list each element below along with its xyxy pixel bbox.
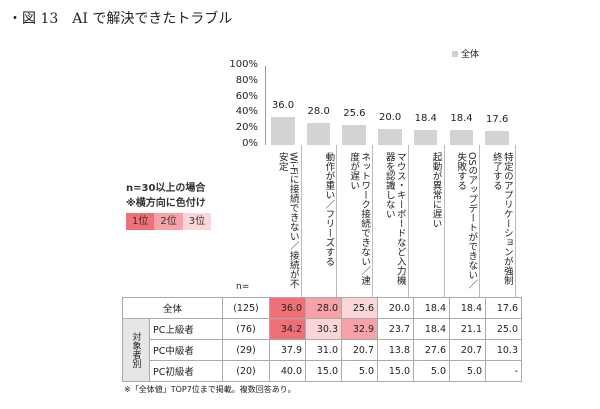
column-divider (443, 145, 445, 297)
table-cell: 20.7 (449, 339, 486, 361)
rank-3-swatch: 3位 (182, 213, 212, 230)
legend-label: 全体 (461, 50, 480, 60)
bar-value-label: 28.0 (307, 105, 330, 117)
row-n: (125) (222, 297, 270, 319)
row-n: (29) (222, 339, 270, 361)
column-divider (479, 145, 481, 297)
figure-title: ・図 13 AI で解決できたトラブル (8, 11, 233, 27)
table-cell: 36.0 (269, 297, 306, 319)
y-tick-label: 80% (235, 74, 258, 86)
bar-value-label: 25.6 (343, 107, 366, 119)
y-tick-label: 0% (242, 138, 258, 149)
y-tick-label: 100% (229, 59, 258, 70)
table-cell: 27.6 (413, 339, 450, 361)
legend-swatch (452, 51, 458, 57)
table-cell: 5.0 (413, 360, 450, 382)
bar-value-label: 18.4 (414, 113, 437, 125)
category-label: マウス・キーボードなど入力機器を認識しない (383, 152, 406, 285)
table-cell: 25.6 (341, 297, 378, 319)
column-divider (336, 145, 338, 297)
table-row: PC中級者 (29) 37.9 31.0 20.7 13.8 27.6 20.7 10.3 (123, 339, 522, 361)
y-tick-label: 40% (235, 106, 258, 118)
table-cell: 20.7 (341, 339, 378, 361)
table-cell: 20.0 (377, 297, 414, 319)
table-cell: 15.0 (377, 360, 414, 382)
table-row: PC初級者 (20) 40.0 15.0 5.0 15.0 5.0 5.0- (123, 360, 522, 382)
table-cell: 18.4 (413, 297, 450, 319)
table-cell: 40.0 (269, 360, 306, 382)
table-cell: 32.9 (341, 318, 378, 340)
table-cell: 28.0 (305, 297, 342, 319)
legend: 全体 (452, 47, 479, 60)
table-cell: 30.3 (305, 318, 342, 340)
table-cell: 15.0 (305, 360, 342, 382)
bar-value-label: 20.0 (378, 112, 402, 124)
category-label: Wi-Fiに接続できない／接続が不安定 (276, 152, 299, 289)
coloring-condition: n=30以上の場合 ※横方向に色付け 1位 2位 3位 (126, 181, 212, 230)
condition-line1: n=30以上の場合 (126, 183, 206, 194)
column-divider (514, 145, 516, 297)
table-cell: 25.0 (485, 318, 522, 340)
y-tick-label: 20% (235, 122, 258, 134)
category-label: 起動が異常に遅い (430, 152, 442, 228)
y-axis (265, 66, 266, 145)
bar (271, 116, 295, 145)
category-label: ネットワーク接続できない／速度が遅い (348, 152, 371, 285)
condition-line2: ※横方向に色付け (126, 198, 206, 209)
bar (413, 130, 438, 145)
table-cell: 17.6 (485, 297, 522, 319)
table-row: 対象者別 PC上級者 (76) 34.2 30.3 32.9 23.7 18.4 21.1 25.… (122, 318, 522, 382)
n-header: n= (236, 282, 250, 292)
row-label: PC中級者 (149, 339, 223, 361)
group-label: 対象者別 (122, 318, 150, 382)
bar (342, 124, 367, 145)
row-n: (20) (222, 360, 270, 382)
row-label: PC上級者 (149, 318, 223, 340)
footnote: ※「全体値」TOP7位まで掲載。複数回答あり。 (124, 385, 296, 394)
category-label: 特定のアプリケーションが強制終了する (490, 152, 513, 285)
bar-value-label: 36.0 (271, 99, 295, 111)
bar (378, 129, 402, 145)
column-divider (300, 145, 302, 297)
rank-2-swatch: 2位 (154, 213, 183, 230)
bar-value-label: 18.4 (450, 113, 473, 125)
table-cell: 31.0 (305, 339, 342, 361)
table-cell: 21.1 (449, 318, 486, 340)
table-cell: 23.7 (377, 318, 414, 340)
table-cell: 18.4 (449, 297, 486, 319)
bar (485, 131, 509, 145)
y-tick-label: 60% (235, 90, 258, 102)
category-label: 動作が重い／フリーズする (323, 152, 335, 266)
rank-1-swatch: 1位 (126, 213, 155, 230)
column-divider (407, 145, 409, 297)
table-row: 全体 (125) 36.0 28.0 25.6 20.0 18.4 18.4 17.6 (122, 297, 522, 319)
category-label: OSのアップデートができない／失敗する (455, 152, 478, 290)
table-cell: 10.3 (485, 339, 522, 361)
column-divider (372, 145, 374, 297)
table-cell: 34.2 (269, 318, 306, 340)
table-cell: 5.0 (449, 360, 486, 382)
table-cell: 18.4 (413, 318, 450, 340)
row-n: (76) (222, 318, 270, 340)
bar-value-label: 17.6 (486, 114, 509, 126)
table-cell: - (485, 360, 522, 382)
bar (449, 130, 474, 145)
table-cell: 13.8 (377, 339, 414, 361)
row-label: PC初級者 (149, 360, 223, 382)
row-label: 全体 (122, 297, 223, 319)
bar (306, 122, 331, 145)
table-cell: 5.0 (341, 360, 378, 382)
data-table: 全体 (125) 36.0 28.0 25.6 20.0 18.4 18.4 17.6 対象者別 P… (122, 297, 522, 382)
table-cell: 37.9 (269, 339, 306, 361)
